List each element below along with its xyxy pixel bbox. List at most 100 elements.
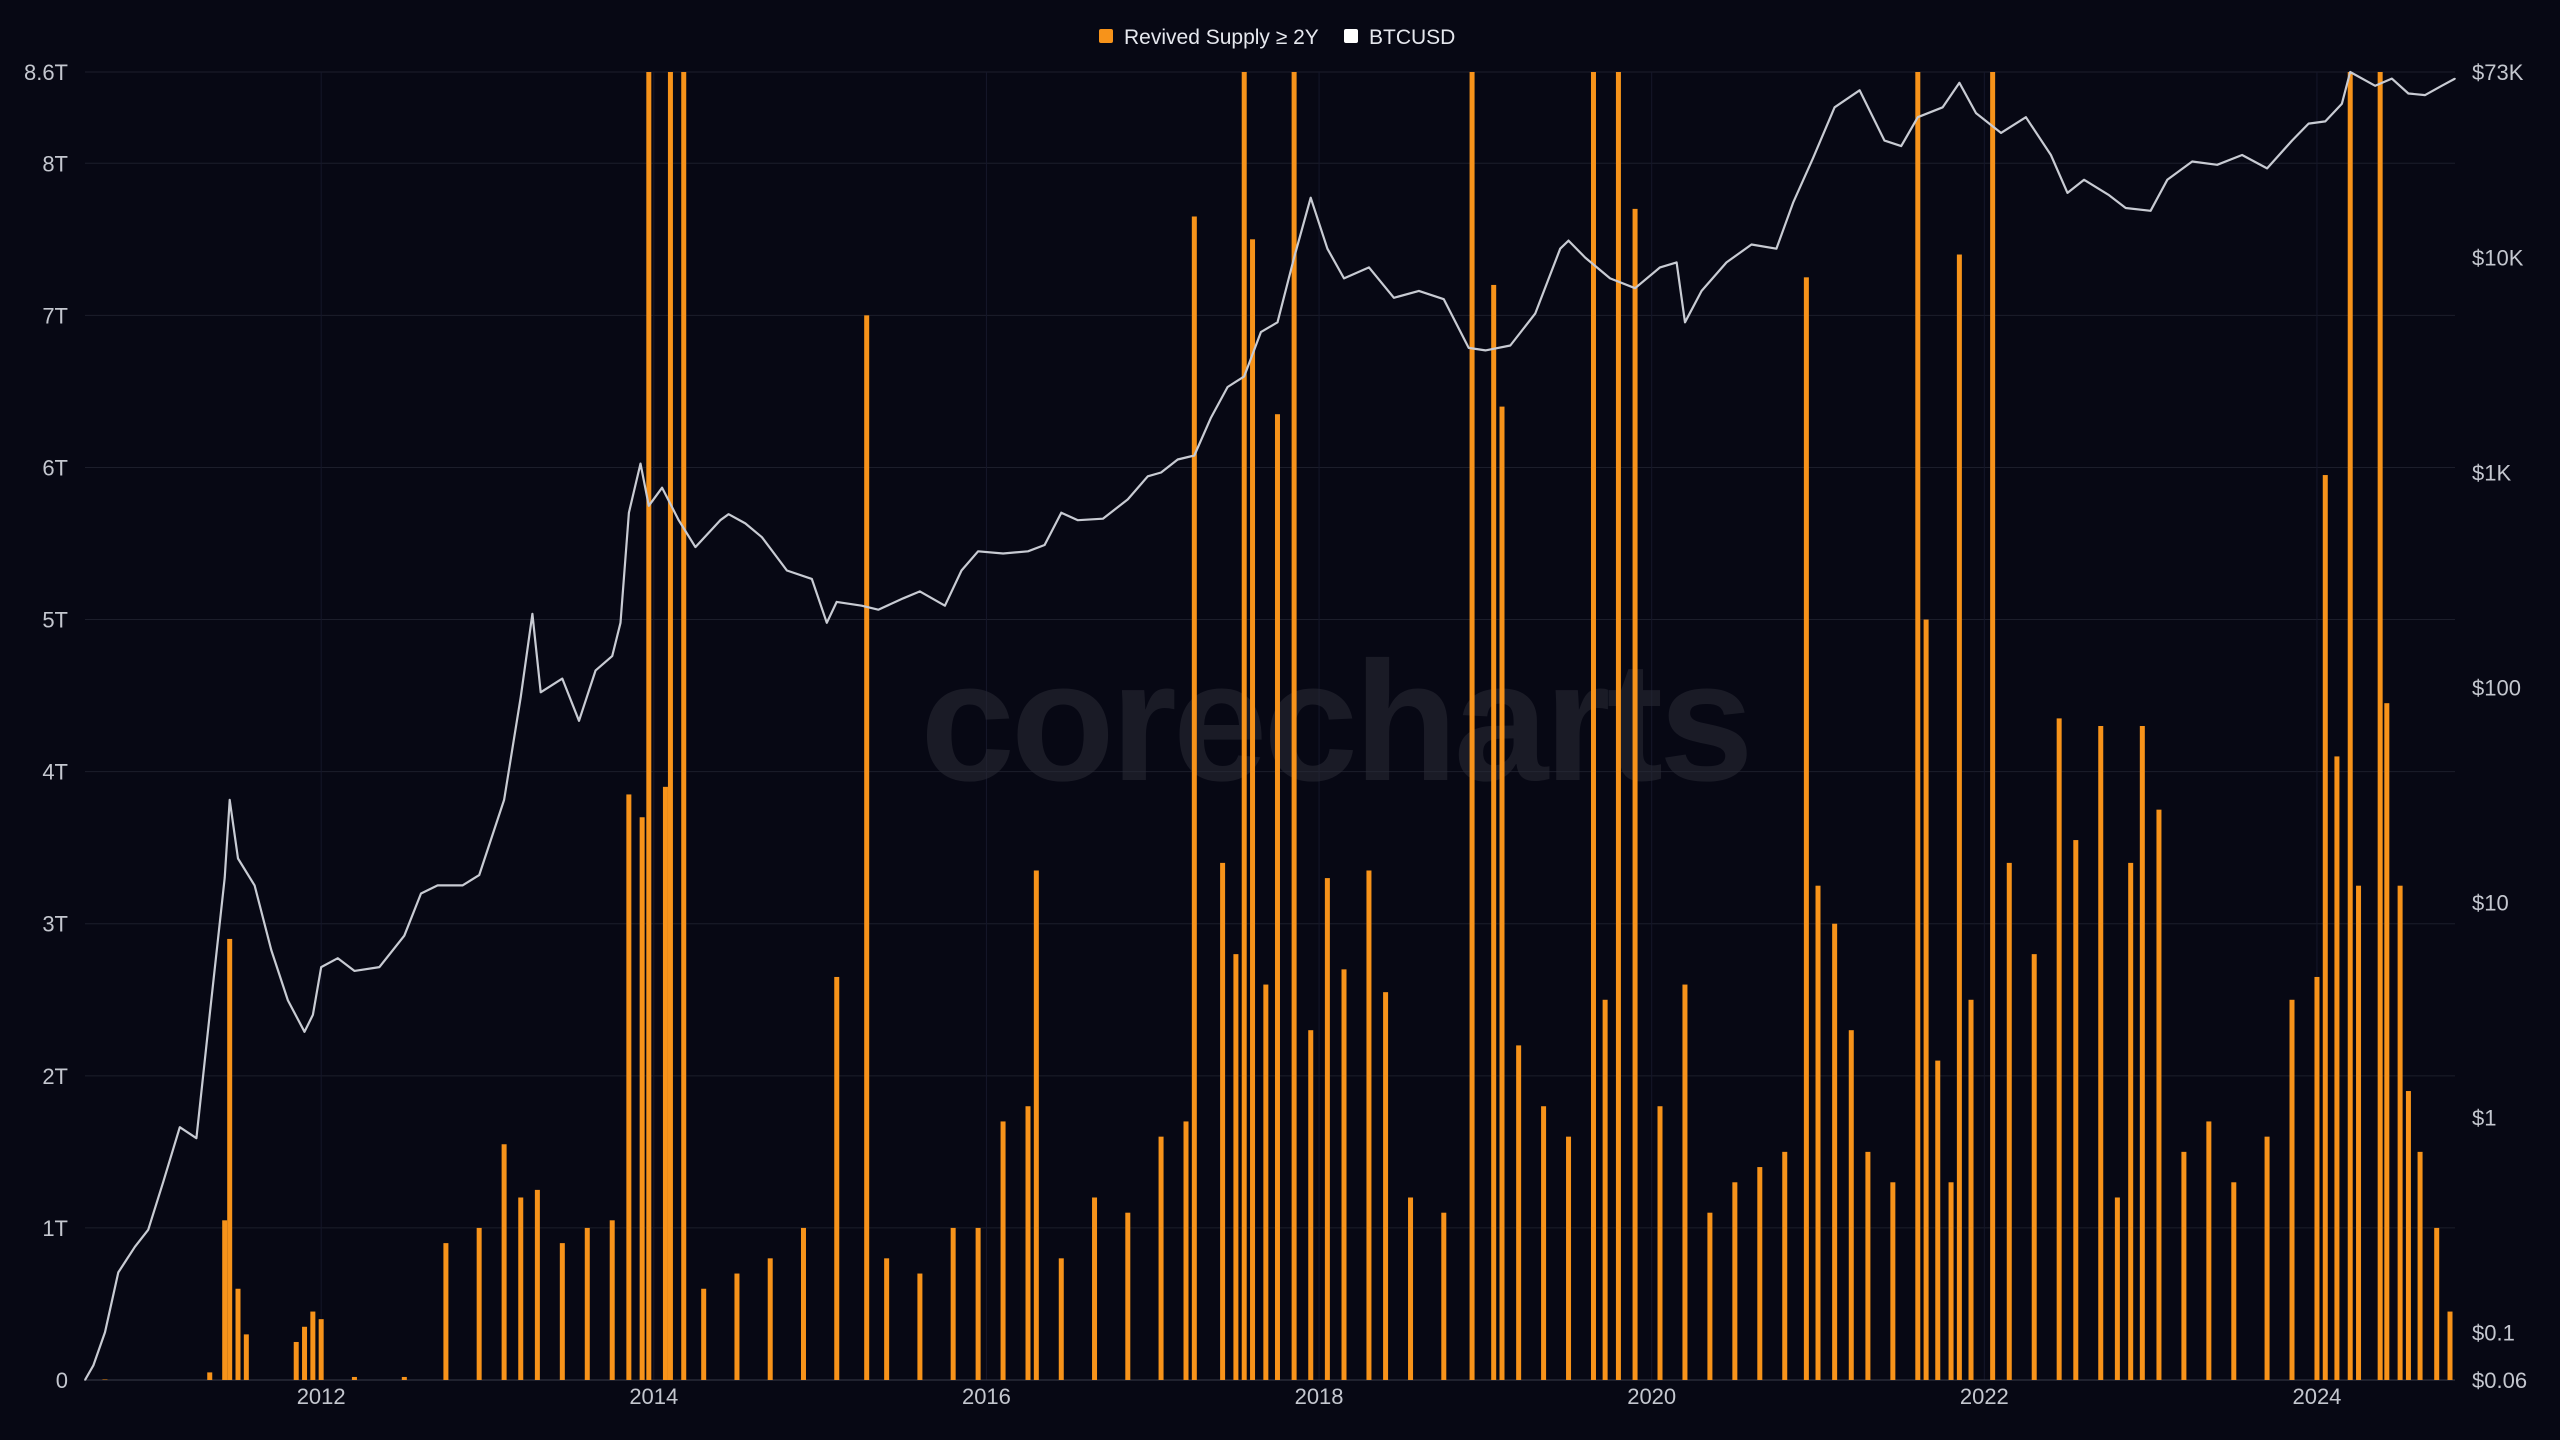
revived-supply-bar <box>302 1326 308 1380</box>
btcusd-point <box>1900 145 1902 147</box>
revived-supply-bar <box>1291 72 1297 1380</box>
revived-supply-bar <box>1441 1212 1447 1380</box>
x-tick-label: 2020 <box>1627 1384 1676 1409</box>
btcusd-point <box>1226 386 1229 388</box>
btcusd-point <box>1326 247 1329 250</box>
revived-supply-bar <box>1915 72 1921 1380</box>
legend-item-btcusd[interactable]: BTCUSD <box>1344 26 1455 49</box>
btcusd-point <box>1176 458 1179 461</box>
legend-item-revived-supply[interactable]: Revived Supply ≥ 2Y <box>1099 26 1319 49</box>
btcusd-point <box>1127 498 1129 501</box>
revived-supply-bar <box>222 1220 228 1380</box>
revived-supply-bar <box>1191 216 1197 1380</box>
btcusd-point <box>1941 106 1944 109</box>
revived-supply-bar <box>1033 870 1039 1380</box>
revived-supply-bar <box>318 1319 324 1380</box>
btcusd-point <box>320 966 322 968</box>
btcusd-point <box>2000 132 2002 134</box>
btcusd-point <box>2266 167 2268 170</box>
revived-supply-bar <box>2397 885 2403 1380</box>
btcusd-point <box>1102 517 1104 520</box>
btcusd-point <box>223 877 226 879</box>
y-right-tick-label: $0.1 <box>2472 1320 2515 1345</box>
btcusd-point <box>1002 552 1004 555</box>
revived-supply-bar <box>310 1311 316 1380</box>
revived-supply-bar <box>1241 72 1247 1380</box>
revived-supply-bar <box>1263 984 1269 1380</box>
y-right-tick-label: $100 <box>2472 675 2521 700</box>
btcusd-point <box>628 511 630 514</box>
btcusd-point <box>1833 106 1836 109</box>
y-left-tick-label: 5T <box>42 608 68 633</box>
btcusd-point <box>578 719 580 722</box>
y-left-tick-label: 0 <box>56 1368 68 1393</box>
btcusd-point <box>1684 321 1686 324</box>
btcusd-point <box>1975 112 1977 114</box>
revived-supply-bar <box>2231 1182 2237 1380</box>
btcusd-point <box>786 569 788 572</box>
y-left-tick-label: 3T <box>42 912 68 937</box>
revived-supply-bar <box>476 1227 482 1380</box>
revived-supply-bar <box>884 1258 890 1380</box>
revived-supply-bar <box>681 72 687 1380</box>
revived-supply-bar <box>626 794 632 1380</box>
btcusd-point <box>2391 77 2393 80</box>
revived-supply-bar <box>1274 414 1280 1380</box>
revived-supply-bar <box>2405 1091 2411 1380</box>
revived-supply-bar <box>1000 1121 1006 1380</box>
revived-supply-bar <box>950 1227 956 1380</box>
btcusd-point <box>761 536 763 539</box>
btcusd-point <box>436 884 439 887</box>
btcusd-point <box>1792 201 1794 204</box>
btcusd-point <box>353 970 356 972</box>
revived-supply-bar <box>1757 1167 1763 1380</box>
btcusd-point <box>1917 116 1919 118</box>
revived-supply-bar <box>1948 1182 1954 1380</box>
btcusd-point <box>2424 94 2426 96</box>
btcusd-point <box>919 590 921 593</box>
revived-supply-bar <box>1541 1106 1547 1380</box>
grid-layer <box>85 71 2455 1381</box>
revived-supply-bar <box>1366 870 1372 1380</box>
revived-supply-bar <box>1990 72 1996 1380</box>
btcusd-point <box>104 1331 106 1334</box>
y-left-tick-label: 2T <box>42 1064 68 1089</box>
revived-supply-bar <box>2206 1121 2212 1380</box>
btcusd-point <box>977 550 979 553</box>
btcusd-point <box>1418 290 1420 292</box>
revived-supply-bar <box>1832 923 1838 1380</box>
revived-supply-bar <box>2056 718 2062 1380</box>
revived-supply-bar <box>2114 1197 2120 1380</box>
revived-supply-bar <box>646 72 652 1380</box>
btcusd-point <box>694 546 697 548</box>
revived-supply-bar <box>1682 984 1688 1380</box>
revived-supply-bar <box>1632 208 1638 1380</box>
revived-supply-bar <box>2006 862 2012 1380</box>
y-right-tick-label: $1K <box>2472 461 2511 486</box>
btcusd-point <box>1060 511 1063 514</box>
btcusd-point <box>1567 239 1570 242</box>
revived-supply-bar <box>2322 475 2328 1380</box>
legend-label-revived-supply: Revived Supply ≥ 2Y <box>1124 26 1319 49</box>
btcusd-point <box>2291 139 2293 142</box>
btcusd-point <box>1193 454 1196 457</box>
revived-supply-bar <box>559 1243 565 1380</box>
y-left-tick-label: 4T <box>42 760 68 785</box>
btcusd-point <box>1858 89 1861 92</box>
btcusd-point <box>1958 82 1961 84</box>
revived-supply-bar <box>1183 1121 1189 1380</box>
revived-supply-bar <box>1732 1182 1738 1380</box>
btcusd-point <box>677 519 680 522</box>
btcusd-point <box>2191 160 2194 163</box>
btcusd-point <box>2025 116 2027 118</box>
revived-supply-bar <box>1707 1212 1713 1380</box>
btcusd-point <box>208 1014 211 1016</box>
revived-supply-bar <box>102 1379 108 1380</box>
btcusd-point <box>2307 122 2310 125</box>
bars-layer <box>102 72 2453 1381</box>
revived-supply-bar <box>534 1189 540 1380</box>
y-left-tick-label: 8.6T <box>24 60 68 85</box>
revived-supply-bar <box>1923 619 1929 1380</box>
y-left-tick-label: 8T <box>42 151 68 176</box>
